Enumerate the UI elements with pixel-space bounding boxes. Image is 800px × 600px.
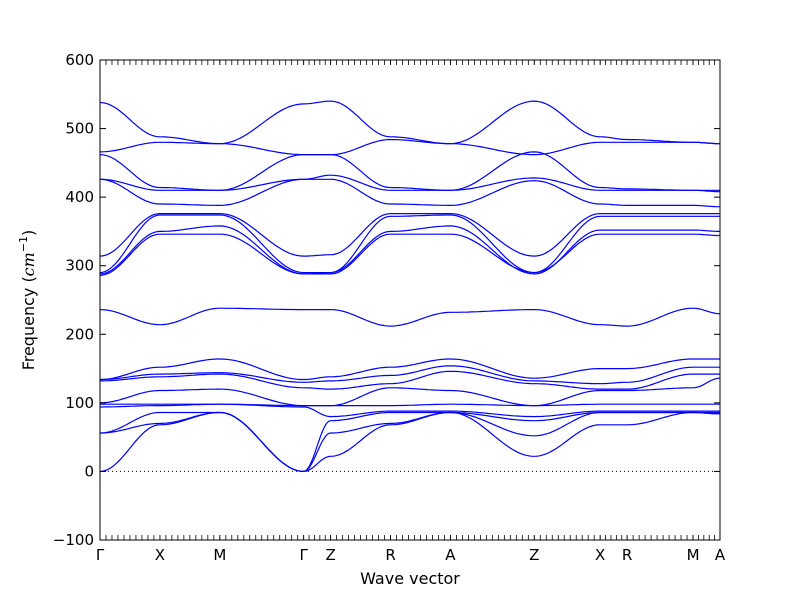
y-ticks: −100 0 100 200 300 400 500 600 — [53, 51, 720, 549]
y-tick-label: 100 — [65, 394, 94, 412]
y-tick-label: −100 — [53, 531, 94, 549]
band-series-group — [99, 100, 720, 473]
y-axis-label-unit: cm — [19, 252, 38, 276]
band-line-14 — [99, 377, 720, 407]
y-tick-label: 300 — [65, 257, 94, 275]
x-tick-label: M — [213, 546, 226, 564]
x-tick-label: Z — [529, 546, 539, 564]
x-tick-label: A — [445, 546, 456, 564]
band-line-11 — [100, 358, 720, 381]
x-axis-label: Wave vector — [360, 569, 460, 588]
band-line-10 — [99, 307, 720, 327]
x-tick-label: X — [595, 546, 605, 564]
plot-frame — [99, 59, 721, 541]
x-tick-label: X — [155, 546, 165, 564]
y-tick-label: 200 — [65, 325, 94, 343]
band-line-12 — [100, 365, 720, 385]
band-line-3 — [99, 151, 720, 191]
band-line-5 — [99, 178, 720, 208]
y-tick-label: 400 — [65, 188, 94, 206]
y-tick-label: 600 — [65, 51, 94, 69]
x-tick-label: Z — [325, 546, 335, 564]
x-tick-label: Γ — [96, 546, 105, 564]
y-axis-label-suffix: ) — [19, 230, 38, 236]
band-line-7 — [99, 214, 720, 274]
band-line-16 — [100, 403, 720, 418]
x-tick-label: M — [687, 546, 700, 564]
y-tick-label: 0 — [84, 462, 94, 480]
band-line-2 — [99, 138, 720, 156]
band-line-13 — [100, 370, 720, 390]
x-tick-label: A — [715, 546, 726, 564]
band-line-4 — [99, 174, 720, 193]
band-line-19 — [99, 411, 720, 472]
x-tick-label: Γ — [299, 546, 308, 564]
y-axis-label-exponent: −1 — [17, 236, 30, 252]
x-tick-label: R — [622, 546, 632, 564]
band-line-1 — [99, 100, 720, 145]
x-tick-label: R — [385, 546, 395, 564]
band-line-6 — [99, 213, 720, 257]
band-line-8 — [99, 225, 720, 275]
band-line-9 — [99, 233, 720, 276]
y-axis-label-prefix: Frequency ( — [19, 276, 38, 370]
y-axis-label: Frequency (cm−1) — [17, 230, 38, 371]
y-tick-label: 500 — [65, 120, 94, 138]
